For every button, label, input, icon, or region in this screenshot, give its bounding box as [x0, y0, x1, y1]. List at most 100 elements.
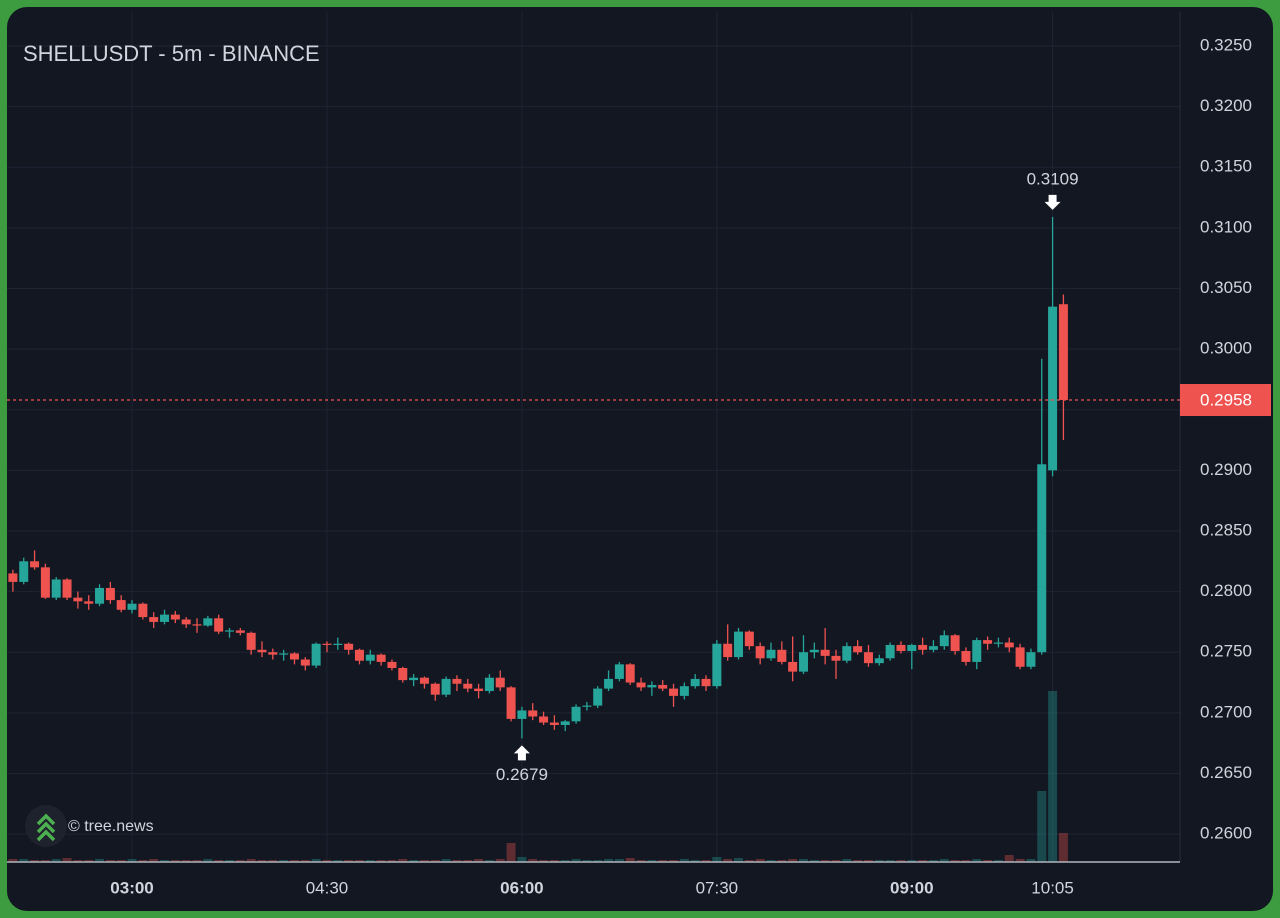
y-tick-label: 0.2600	[1200, 824, 1252, 843]
candle-body	[658, 684, 668, 689]
candle-body	[734, 631, 744, 658]
y-tick-label: 0.3200	[1200, 96, 1252, 115]
volume-bar	[517, 857, 527, 862]
y-tick-label: 0.2750	[1200, 642, 1252, 661]
candle-body	[474, 688, 484, 692]
volume-bar	[669, 860, 679, 862]
candle-body	[419, 677, 429, 684]
volume-bar	[398, 859, 408, 862]
y-tick-label: 0.2900	[1200, 460, 1252, 479]
candle-body	[387, 661, 397, 668]
volume-bar	[95, 859, 105, 862]
last-price-label: 0.2958	[1200, 391, 1252, 410]
candle-body	[214, 618, 224, 632]
volume-bar	[40, 860, 50, 862]
volume-bar	[84, 860, 94, 862]
candle-body	[1015, 647, 1025, 667]
y-tick-label: 0.2700	[1200, 702, 1252, 721]
candle-body	[506, 687, 516, 719]
volume-bar	[311, 859, 321, 862]
volume-bar	[647, 860, 657, 862]
candle-body	[225, 630, 234, 632]
volume-bar	[365, 860, 375, 862]
volume-bar	[766, 860, 776, 862]
candle-body	[116, 600, 126, 610]
candle-body	[669, 688, 679, 696]
volume-bar	[235, 860, 245, 862]
candle-body	[1004, 642, 1014, 648]
volume-bar	[777, 860, 787, 862]
candle-body	[528, 710, 538, 717]
y-tick-label: 0.2650	[1200, 763, 1252, 782]
x-tick-label: 03:00	[110, 878, 153, 897]
candle-body	[885, 644, 895, 659]
volume-bar	[8, 859, 18, 862]
candle-body	[593, 688, 603, 706]
candle-body	[430, 683, 440, 695]
volume-bar	[419, 860, 429, 862]
candle-body	[712, 643, 722, 687]
candle-body	[961, 651, 971, 662]
high-arrow	[1044, 194, 1061, 210]
x-tick-label: 06:00	[500, 878, 543, 897]
volume-bar	[300, 860, 310, 862]
volume-bar	[896, 860, 906, 862]
candle-body	[40, 567, 50, 598]
volume-bar	[539, 860, 549, 862]
volume-bar	[279, 860, 289, 862]
volume-bar	[268, 860, 278, 862]
candle-body	[268, 652, 278, 655]
candle-body	[701, 678, 711, 687]
volume-bar	[441, 859, 451, 862]
volume-bar	[853, 860, 863, 862]
candle-body	[19, 561, 29, 582]
candle-body	[1058, 304, 1068, 401]
volume-bar	[387, 860, 397, 862]
candle-body	[376, 654, 386, 662]
candle-body	[311, 643, 321, 666]
volume-bar	[51, 859, 61, 862]
volume-bar	[918, 860, 928, 862]
candle-body	[398, 667, 408, 681]
candle-body	[809, 649, 819, 653]
candle-body	[484, 677, 494, 692]
candle-body	[983, 640, 993, 644]
volume-bar	[225, 860, 234, 862]
volume-bar	[214, 860, 224, 862]
volume-bar	[452, 860, 462, 862]
volume-bar	[625, 858, 635, 862]
volume-bar	[582, 860, 592, 862]
x-tick-label: 10:05	[1031, 878, 1074, 897]
volume-bar	[409, 860, 419, 862]
volume-bar	[614, 859, 624, 862]
candle-body	[333, 643, 343, 645]
volume-bar	[1015, 859, 1025, 862]
volume-bar	[344, 860, 354, 862]
candle-body	[853, 646, 863, 653]
x-tick-label: 09:00	[890, 878, 933, 897]
candle-body	[907, 644, 917, 652]
candle-body	[1037, 464, 1047, 653]
volume-bar	[679, 859, 689, 862]
candle-body	[322, 643, 332, 645]
x-tick-label: 04:30	[306, 878, 349, 897]
volume-bar	[73, 860, 83, 862]
candle-body	[766, 649, 776, 659]
volume-bar	[474, 859, 484, 862]
volume-bar	[950, 860, 960, 862]
volume-bar	[322, 860, 332, 862]
candle-body	[289, 653, 299, 660]
volume-bar	[712, 857, 722, 862]
candle-body	[495, 677, 505, 688]
candle-body	[842, 646, 852, 661]
candle-body	[354, 649, 364, 661]
candle-body	[203, 618, 213, 626]
candle-body	[625, 664, 635, 683]
candle-body	[777, 649, 787, 662]
volume-bar	[820, 860, 830, 862]
watermark: © tree.news	[68, 818, 154, 835]
volume-bar	[506, 843, 516, 862]
candle-body	[344, 643, 354, 650]
candle-body	[874, 658, 884, 664]
candle-body	[181, 619, 191, 625]
